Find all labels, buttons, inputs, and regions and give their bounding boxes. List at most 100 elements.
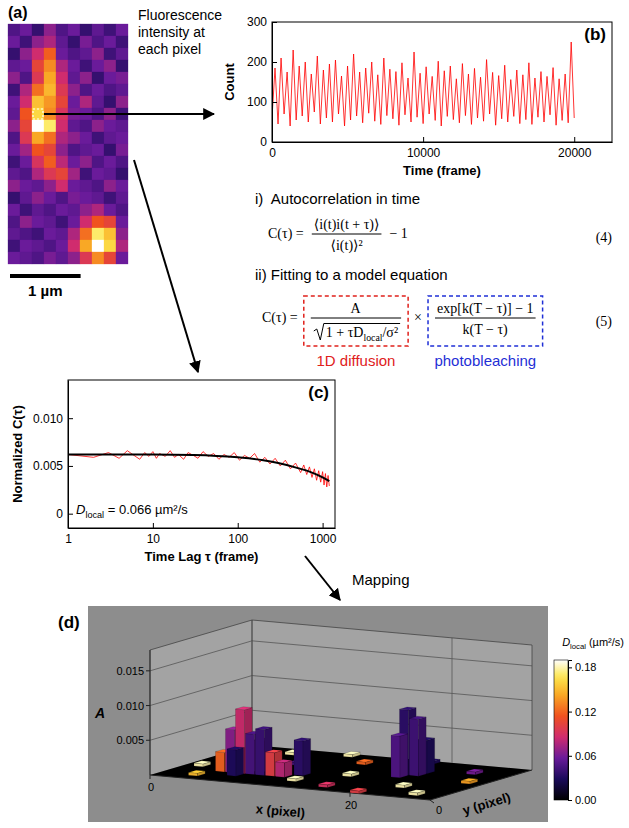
tick: 0.00 (568, 794, 596, 806)
axis-line (430, 770, 532, 800)
tick-mark (568, 712, 572, 713)
cell (68, 120, 80, 132)
cell (116, 48, 128, 60)
cell (8, 60, 20, 72)
tick-label: 20 (345, 799, 357, 811)
tick-label: 0 (260, 135, 267, 149)
cell (8, 144, 20, 156)
bar-top (409, 790, 426, 793)
cell (80, 204, 92, 216)
cell (8, 132, 20, 144)
cell (20, 132, 32, 144)
x-axis-title: Time (frame) (403, 163, 481, 178)
cell (32, 180, 44, 192)
cell (104, 132, 116, 144)
colorbar-axis: 0.000.060.120.18 (568, 661, 596, 807)
cell (56, 96, 68, 108)
arrow-label: Mapping (352, 571, 410, 588)
cell (32, 96, 44, 108)
cell (104, 84, 116, 96)
subscript: local (570, 642, 586, 651)
cell (20, 48, 32, 60)
bar-top (227, 747, 244, 750)
cell (80, 84, 92, 96)
cell (32, 48, 44, 60)
cell (20, 96, 32, 108)
cell (44, 96, 56, 108)
cell (32, 120, 44, 132)
bar-top (189, 770, 206, 773)
z-axis-title: A (94, 705, 105, 721)
cell (104, 204, 116, 216)
tick-mark (568, 800, 572, 801)
equation-text: × (414, 310, 422, 325)
cell (44, 72, 56, 84)
tick-mark (323, 523, 324, 528)
cell (116, 216, 128, 228)
cell (8, 48, 20, 60)
grid-line (150, 676, 252, 706)
grid-line (150, 650, 151, 775)
cell (80, 48, 92, 60)
tick-label: 0.005 (33, 459, 63, 473)
cell (32, 156, 44, 168)
cell (92, 120, 104, 132)
tick-label: 10000 (407, 146, 441, 160)
cell (20, 144, 32, 156)
cell (32, 216, 44, 228)
cell (8, 108, 20, 120)
cell (68, 204, 80, 216)
equation-number: (5) (596, 314, 613, 330)
tick-mark (68, 418, 73, 419)
cell (116, 168, 128, 180)
cell (8, 192, 20, 204)
cell (56, 120, 68, 132)
bar-front (216, 752, 225, 772)
cell (56, 36, 68, 48)
cell (92, 252, 104, 264)
cell (116, 72, 128, 84)
axis: 00.0050.010 (33, 381, 73, 529)
cell (8, 36, 20, 48)
cell (80, 180, 92, 192)
axis-line (150, 650, 151, 775)
cell (116, 120, 128, 132)
cell (56, 168, 68, 180)
cell (20, 36, 32, 48)
fraction-bar (435, 318, 536, 319)
tick: 0 (260, 135, 277, 149)
cell (104, 72, 116, 84)
tick-mark (146, 705, 150, 706)
cell (92, 36, 104, 48)
cell (68, 48, 80, 60)
cell (116, 204, 128, 216)
subscript: local (85, 510, 104, 520)
cell (20, 192, 32, 204)
tick-label: 0.06 (575, 750, 596, 762)
text-part: D (76, 502, 85, 517)
tick-mark (272, 142, 277, 143)
box-edge (252, 620, 532, 645)
cell (44, 228, 56, 240)
data-line (272, 42, 574, 126)
cell (80, 216, 92, 228)
figure: 1 µm(a)Fluorescenceintensity ateach pixe… (0, 0, 629, 828)
y-axis-title: Count (222, 63, 237, 101)
tick-label: 20000 (558, 146, 592, 160)
cell (20, 240, 32, 252)
cell (116, 84, 128, 96)
step-heading: ii) Fitting to a model equation (255, 266, 448, 283)
text-part: C(τ) = (262, 310, 298, 326)
bar-side (400, 734, 408, 778)
panel-1: 010000200000100200300Time (frame)Count(b… (222, 15, 613, 178)
cell (104, 180, 116, 192)
equation-text: 1 + τDlocal/σ² (326, 325, 398, 343)
tick-label: 10 (147, 532, 161, 546)
cell (104, 120, 116, 132)
tick: 300 (247, 15, 277, 29)
cell (92, 180, 104, 192)
tick: 10000 (407, 137, 441, 160)
axis-line (273, 142, 613, 143)
cell (68, 132, 80, 144)
cell (68, 168, 80, 180)
